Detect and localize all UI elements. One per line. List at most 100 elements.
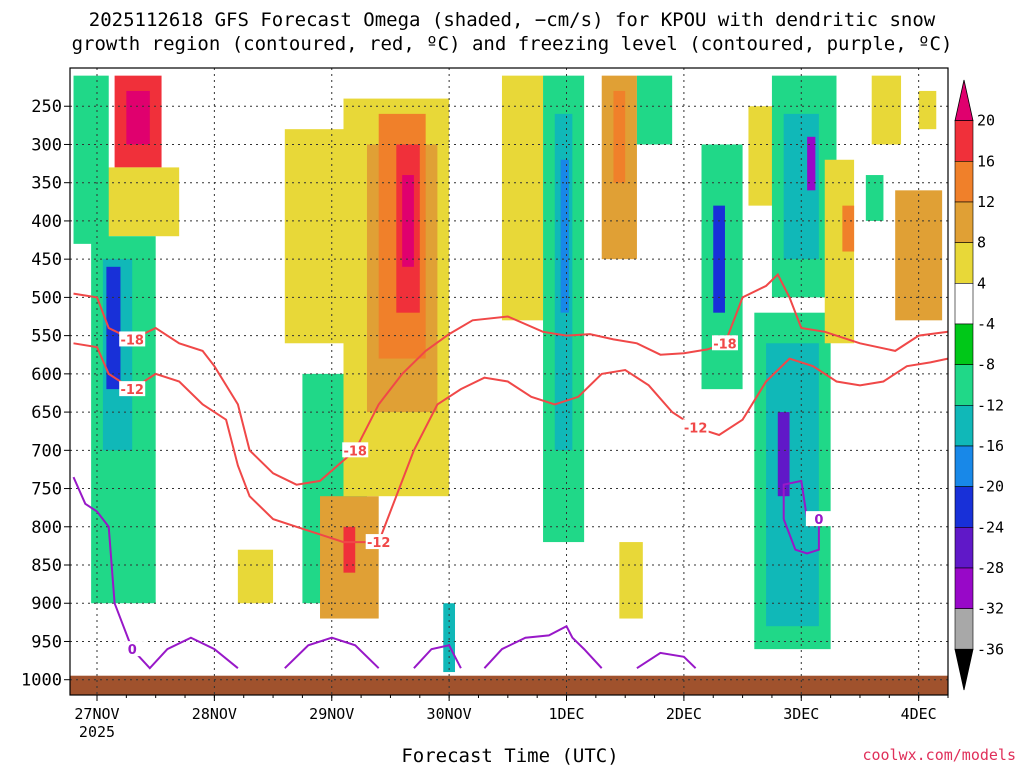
chart-title-line2: growth region (contoured, red, ºC) and f…	[72, 33, 953, 55]
contour-label-bg	[119, 331, 146, 347]
colorbar-label: -32	[977, 600, 1004, 618]
omega-cell	[777, 412, 790, 497]
y-tick-label: 900	[31, 594, 62, 614]
omega-cell	[402, 175, 414, 267]
colorbar-segment	[954, 567, 974, 609]
x-tick-label: 29NOV	[309, 705, 354, 723]
contour-freezing-level-0b	[284, 636, 380, 669]
colorbar-segment	[954, 486, 974, 528]
contour-label: -18	[713, 337, 737, 352]
y-tick-label: 650	[31, 403, 62, 423]
colorbar-label: -24	[977, 518, 1004, 536]
y-tick-label: 950	[31, 632, 62, 652]
credit-text: coolwx.com/models	[862, 746, 1016, 764]
y-tick-label: 550	[31, 327, 62, 347]
colorbar-label: -36	[977, 640, 1004, 658]
plot-area: -18 -18 -18 -12 -12 -12 0 0	[69, 67, 949, 696]
omega-cell	[106, 266, 121, 390]
y-tick-label: 850	[31, 556, 62, 576]
contour-freezing-level-0e	[636, 651, 697, 670]
colorbar-segment	[954, 283, 974, 325]
y-tick-label: 450	[31, 250, 62, 270]
x-tick-label: 4DEC	[901, 705, 937, 723]
y-tick-label: 500	[31, 288, 62, 308]
colorbar-label: -4	[977, 315, 995, 333]
x-tick-label: 2DEC	[666, 705, 702, 723]
contour-label-bg	[805, 511, 832, 527]
y-tick-label: 700	[31, 441, 62, 461]
omega-cell	[560, 159, 569, 313]
y-tick-label: 800	[31, 518, 62, 538]
colorbar-segment	[954, 364, 974, 406]
omega-cell	[343, 526, 356, 573]
x-tick-label: 3DEC	[783, 705, 819, 723]
omega-cell	[613, 90, 626, 183]
plot-frame	[69, 67, 949, 696]
colorbar-segment	[954, 527, 974, 569]
colorbar-label: -16	[977, 437, 1004, 455]
pressure-axis: 250 300 350 400 450 500 550 600 650 700 750 800 850 9…	[21, 97, 70, 691]
colorbar-label: -20	[977, 478, 1004, 496]
colorbar-segment	[954, 161, 974, 203]
y-tick-label: 300	[31, 135, 62, 155]
colorbar-label: -28	[977, 559, 1004, 577]
colorbar-segment	[954, 608, 974, 650]
omega-cell	[126, 90, 150, 145]
contour-label: -12	[684, 421, 708, 436]
colorbar-label: 12	[977, 193, 995, 211]
omega-cell	[102, 167, 180, 237]
colorbar-segment	[954, 405, 974, 447]
ground-layer	[70, 675, 948, 695]
colorbar-label: 8	[977, 234, 986, 252]
colorbar-segment	[954, 445, 974, 487]
omega-cell	[501, 75, 544, 321]
colorbar-label: 4	[977, 274, 986, 292]
contour-label-bg	[342, 442, 369, 458]
y-tick-label: 350	[31, 174, 62, 194]
contour-label: 0	[814, 513, 823, 528]
colorbar-segment	[954, 201, 974, 243]
omega-cell	[842, 205, 855, 252]
colorbar: 20 16 12 8 4 -4 -8 -12 -16 -20 -24 -28 -32 -36	[954, 79, 1004, 691]
y-tick-label: 600	[31, 365, 62, 385]
contour-label-bg	[365, 534, 392, 550]
contour-layer: -18 -18 -18 -12 -12 -12 0 0	[72, 272, 949, 670]
omega-cell	[284, 129, 344, 344]
contour-label: -18	[343, 444, 367, 459]
colorbar-label: -12	[977, 396, 1004, 414]
omega-cell	[443, 603, 456, 673]
contour-label: 0	[128, 643, 137, 658]
x-tick-label: 1DEC	[548, 705, 584, 723]
x-tick-label: 30NOV	[427, 705, 472, 723]
colorbar-segment	[954, 323, 974, 365]
omega-cell	[766, 343, 819, 627]
contour-label-bg	[119, 381, 146, 397]
chart-title-line1: 2025112618 GFS Forecast Omega (shaded, −…	[89, 9, 936, 31]
x-tick-sublabel: 2025	[79, 723, 115, 741]
x-tick-label: 28NOV	[192, 705, 237, 723]
omega-cell	[824, 159, 855, 344]
omega-cell	[619, 542, 643, 619]
x-axis-title: Forecast Time (UTC)	[401, 745, 618, 767]
y-tick-label: 250	[31, 97, 62, 117]
x-tick-label: 27NOV	[74, 705, 119, 723]
y-tick-label: 400	[31, 212, 62, 232]
colorbar-label: 16	[977, 152, 995, 170]
y-tick-label: 1000	[21, 671, 62, 691]
contour-label-bg	[682, 419, 709, 435]
omega-cell	[636, 75, 673, 145]
contour-freezing-level-0d	[483, 624, 603, 669]
colorbar-bottom-arrow	[954, 648, 974, 691]
omega-cell	[807, 136, 816, 191]
contour-dgz-minus-18	[73, 272, 949, 486]
terrain-strip	[70, 675, 948, 695]
y-tick-label: 750	[31, 480, 62, 500]
colorbar-segment	[954, 242, 974, 284]
contour-label: -12	[367, 536, 391, 551]
omega-cell	[871, 75, 902, 145]
omega-cell	[73, 75, 109, 244]
contour-label: -12	[120, 383, 144, 398]
contour-freezing-level-0c	[413, 644, 462, 669]
